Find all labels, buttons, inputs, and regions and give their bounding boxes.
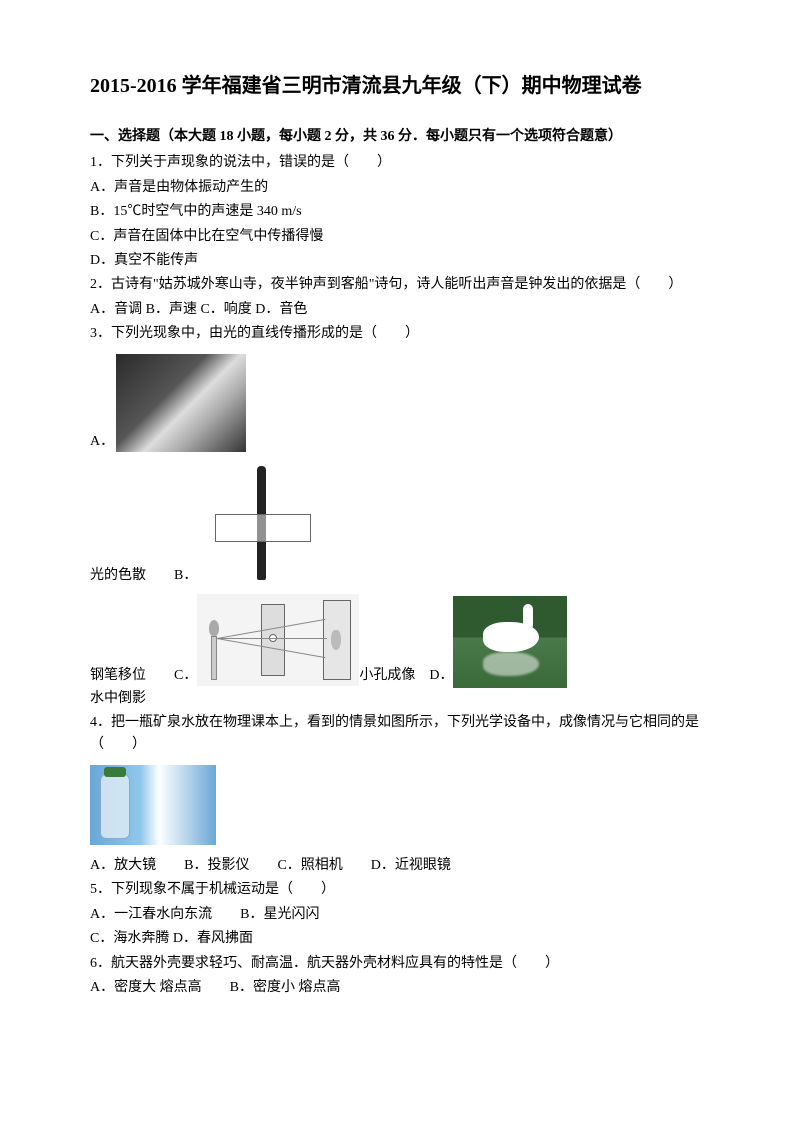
q6-options: A．密度大 熔点高 B．密度小 熔点高 xyxy=(90,977,710,999)
q6-stem: 6．航天器外壳要求轻巧、耐高温．航天器外壳材料应具有的特性是（ ） xyxy=(90,953,710,975)
q3-b-label: 钢笔移位 C． xyxy=(90,665,197,687)
page-title: 2015-2016 学年福建省三明市清流县九年级（下）期中物理试卷 xyxy=(90,70,710,102)
q1-option-a: A．声音是由物体振动产生的 xyxy=(90,177,710,199)
prism-image xyxy=(116,354,246,452)
pen-glass-shape xyxy=(215,514,311,542)
q1-option-b: B．15℃时空气中的声速是 340 m/s xyxy=(90,201,710,223)
q2-options: A．音调 B．声速 C．响度 D．音色 xyxy=(90,299,710,321)
q3-a-prefix: A． xyxy=(90,431,114,453)
candle-shape xyxy=(211,636,217,680)
water-bottle-image xyxy=(90,765,216,845)
q5-stem: 5．下列现象不属于机械运动是（ ） xyxy=(90,879,710,901)
bottle-cap-shape xyxy=(104,767,126,777)
swan-reflection-shape xyxy=(483,652,539,676)
q2-stem: 2．古诗有"姑苏城外寒山寺，夜半钟声到客船"诗句，诗人能听出声音是钟发出的依据是… xyxy=(90,274,710,296)
q3-a-label: 光的色散 B． xyxy=(90,565,197,587)
q3-stem: 3．下列光现象中，由光的直线传播形成的是（ ） xyxy=(90,323,710,345)
q1-option-d: D．真空不能传声 xyxy=(90,250,710,272)
swan-neck-shape xyxy=(523,604,533,630)
swan-reflection-image xyxy=(453,596,567,688)
q5-options-line1: A．一江春水向东流 B．星光闪闪 xyxy=(90,904,710,926)
ray-1 xyxy=(217,638,327,639)
q3-c-label: 小孔成像 D． xyxy=(359,665,453,687)
bottle-body-shape xyxy=(100,773,130,839)
pinhole-image xyxy=(197,594,359,686)
pen-shift-image xyxy=(197,460,327,586)
flame-shape xyxy=(209,620,219,636)
q3-d-label: 水中倒影 xyxy=(90,688,710,710)
section-1-header: 一、选择题（本大题 18 小题，每小题 2 分，共 36 分．每小题只有一个选项… xyxy=(90,126,710,148)
q1-stem: 1．下列关于声现象的说法中，错误的是（ ） xyxy=(90,152,710,174)
q5-options-line2: C．海水奔腾 D．春风拂面 xyxy=(90,928,710,950)
q4-options: A．放大镜 B．投影仪 C．照相机 D．近视眼镜 xyxy=(90,855,710,877)
q4-stem: 4．把一瓶矿泉水放在物理课本上，看到的情景如图所示，下列光学设备中，成像情况与它… xyxy=(90,712,710,757)
q1-option-c: C．声音在固体中比在空气中传播得慢 xyxy=(90,226,710,248)
